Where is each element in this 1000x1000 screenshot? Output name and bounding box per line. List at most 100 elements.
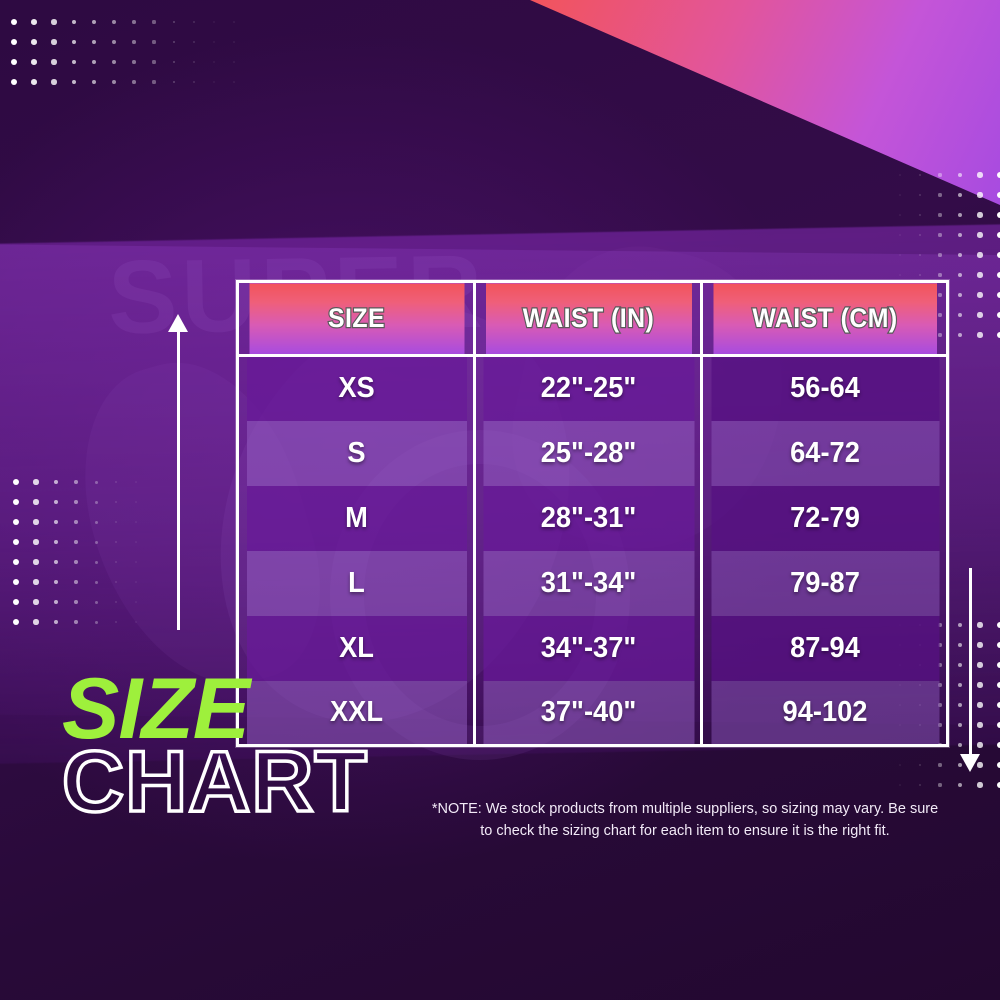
- decorative-dot: [53, 599, 59, 605]
- decorative-dot: [957, 312, 963, 318]
- decorative-dot: [74, 600, 78, 604]
- decorative-dot: [899, 254, 901, 256]
- cell-size: XXL: [244, 680, 469, 746]
- decorative-dot: [114, 480, 118, 484]
- decorative-dot: [997, 232, 1000, 238]
- decorative-dot: [53, 579, 59, 585]
- decorative-dot: [91, 39, 97, 45]
- decorative-dot: [33, 479, 39, 485]
- decorative-dot: [957, 662, 963, 668]
- decorative-dot: [114, 580, 118, 584]
- decorative-dot: [918, 763, 922, 767]
- decorative-dot: [31, 79, 37, 85]
- decorative-dot: [114, 500, 118, 504]
- decorative-dot: [91, 19, 97, 25]
- decorative-dot: [213, 81, 215, 83]
- decorative-dot: [213, 21, 215, 23]
- decorative-dot: [94, 580, 98, 584]
- cell-waist-in: 22"-25": [481, 355, 697, 421]
- cell-size: S: [244, 420, 469, 486]
- decorative-dot: [977, 232, 983, 238]
- decorative-dot: [13, 479, 19, 485]
- decorative-dot: [135, 621, 137, 623]
- decorative-dot: [997, 702, 1000, 708]
- decorative-dot: [31, 19, 37, 25]
- decorative-dot: [51, 39, 57, 45]
- decorative-dot: [71, 39, 77, 45]
- decorative-dot: [94, 540, 98, 544]
- cell-size: XS: [244, 355, 469, 421]
- decorative-dot: [112, 40, 116, 44]
- decorative-dot: [957, 762, 963, 768]
- cell-size: XL: [244, 615, 469, 681]
- decorative-dot: [13, 499, 19, 505]
- decorative-dot: [977, 172, 983, 178]
- decorative-dot: [33, 519, 39, 525]
- decorative-dot: [899, 174, 901, 176]
- decorative-dot: [13, 599, 19, 605]
- decorative-dot: [172, 60, 176, 64]
- decorative-dot: [938, 763, 942, 767]
- decorative-dot: [114, 540, 118, 544]
- cell-waist-in: 37"-40": [481, 680, 697, 746]
- decorative-dot: [997, 332, 1000, 338]
- decorative-dot: [13, 539, 19, 545]
- decorative-dot: [11, 39, 17, 45]
- decorative-dot: [74, 480, 78, 484]
- decorative-dot: [74, 540, 78, 544]
- decorative-dot: [997, 762, 1000, 768]
- decorative-dot: [213, 41, 215, 43]
- column-header-size: SIZE: [246, 281, 467, 357]
- decorative-dot: [997, 172, 1000, 178]
- decorative-dot: [53, 539, 59, 545]
- title-line-chart: CHART: [60, 733, 368, 830]
- decorative-dot: [114, 520, 118, 524]
- decorative-dot: [997, 742, 1000, 748]
- decorative-dot: [94, 600, 98, 604]
- decorative-dot: [977, 312, 983, 318]
- page-title: SIZE CHART: [60, 666, 368, 830]
- decorative-dot: [33, 539, 39, 545]
- decorative-dot: [74, 580, 78, 584]
- decorative-dot: [997, 212, 1000, 218]
- decorative-dot: [918, 173, 922, 177]
- decorative-dot: [71, 59, 77, 65]
- decorative-dot: [997, 782, 1000, 788]
- decorative-dot: [132, 20, 136, 24]
- decorative-dot: [91, 79, 97, 85]
- decorative-dot: [71, 79, 77, 85]
- decorative-dot: [957, 332, 963, 338]
- decorative-dot: [997, 312, 1000, 318]
- decorative-dot: [11, 19, 17, 25]
- decorative-dot: [51, 19, 57, 25]
- decorative-dot: [957, 212, 963, 218]
- decorative-dot: [233, 81, 235, 83]
- decorative-dot: [135, 541, 137, 543]
- decorative-dot: [13, 559, 19, 565]
- cell-size: L: [244, 550, 469, 616]
- decorative-dot: [957, 642, 963, 648]
- decorative-dot: [172, 20, 176, 24]
- cell-waist-in: 25"-28": [481, 420, 697, 486]
- decorative-dot: [899, 764, 901, 766]
- decorative-dot: [938, 173, 942, 177]
- decorative-dot: [918, 783, 922, 787]
- decorative-dot: [957, 232, 963, 238]
- decorative-dot: [997, 642, 1000, 648]
- decorative-dot: [192, 60, 196, 64]
- decorative-dot: [997, 252, 1000, 258]
- decorative-dot: [977, 272, 983, 278]
- decorative-dot: [233, 21, 235, 23]
- decorative-dot: [33, 499, 39, 505]
- decorative-dot: [938, 233, 942, 237]
- decorative-dot: [213, 61, 215, 63]
- decorative-dot: [94, 480, 98, 484]
- table-row: M 28"-31" 72-79: [238, 485, 948, 551]
- table-row: XXL 37"-40" 94-102: [238, 680, 948, 746]
- decorative-dot: [152, 20, 156, 24]
- decorative-dot: [938, 253, 942, 257]
- decorative-dot: [957, 192, 963, 198]
- decorative-dot: [938, 193, 942, 197]
- decorative-dot: [918, 273, 922, 277]
- table-row: XS 22"-25" 56-64: [238, 355, 948, 421]
